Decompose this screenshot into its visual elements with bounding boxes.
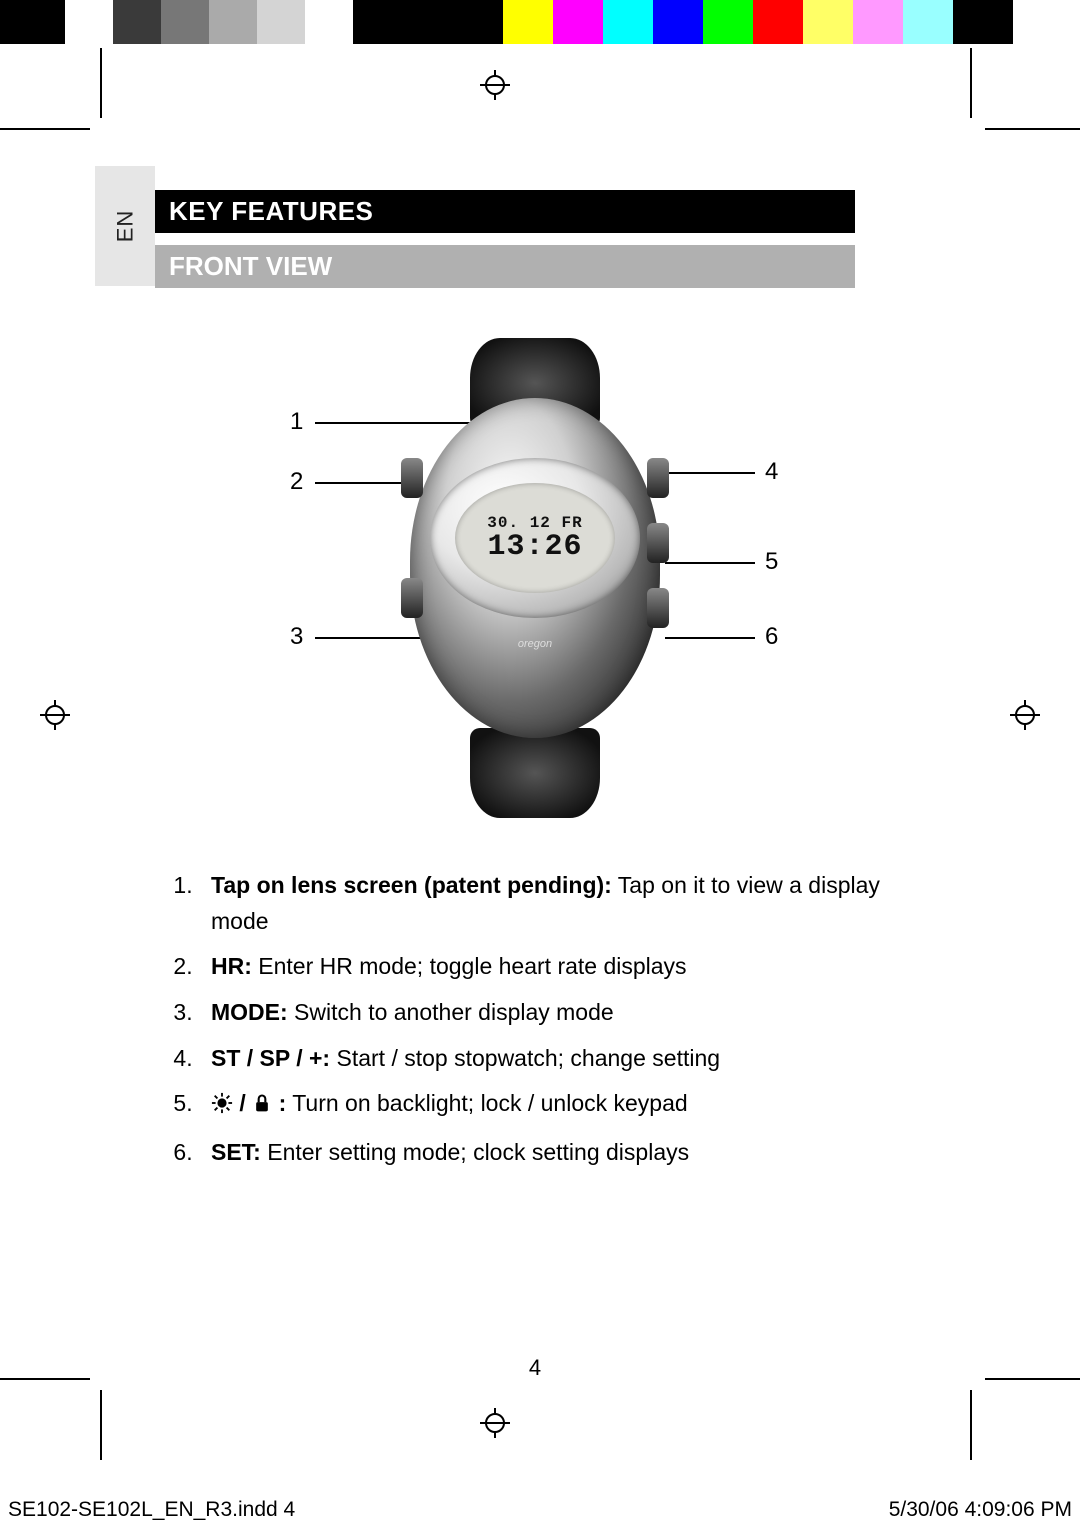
crop-line bbox=[970, 1390, 972, 1460]
sub-heading: FRONT VIEW bbox=[155, 245, 855, 288]
registration-mark-right bbox=[1010, 700, 1040, 730]
print-footer: SE102-SE102L_EN_R3.indd 4 5/30/06 4:09:0… bbox=[8, 1498, 1072, 1522]
watch-strap-bottom bbox=[470, 728, 600, 818]
feature-text: Switch to another display mode bbox=[288, 999, 614, 1025]
backlight-icon bbox=[211, 1089, 233, 1125]
watch-button-set bbox=[647, 588, 669, 628]
watch-button-hr bbox=[401, 458, 423, 498]
feature-item: / : Turn on backlight; lock / unlock key… bbox=[199, 1086, 935, 1125]
watch-button-light bbox=[647, 523, 669, 563]
watch-lcd-screen: 30. 12 FR 13:26 bbox=[455, 483, 615, 593]
page-number: 4 bbox=[95, 1355, 975, 1381]
crop-line bbox=[985, 1378, 1080, 1380]
language-tab: EN bbox=[95, 166, 155, 286]
feature-item: HR: Enter HR mode; toggle heart rate dis… bbox=[199, 949, 935, 985]
feature-item: Tap on lens screen (patent pending): Tap… bbox=[199, 868, 935, 939]
registration-mark-left bbox=[40, 700, 70, 730]
footer-filename: SE102-SE102L_EN_R3.indd 4 bbox=[8, 1498, 295, 1522]
feature-label: ST / SP / +: bbox=[211, 1045, 330, 1071]
feature-label: MODE: bbox=[211, 999, 288, 1025]
crop-line bbox=[985, 128, 1080, 130]
page-content: EN KEY FEATURES FRONT VIEW 1 2 3 4 5 6 30. 1… bbox=[95, 130, 975, 1180]
callout-number: 5 bbox=[765, 548, 778, 576]
feature-text: Turn on backlight; lock / unlock keypad bbox=[286, 1090, 687, 1116]
registration-mark-top bbox=[480, 70, 510, 100]
watch-button-stsp bbox=[647, 458, 669, 498]
callout-number: 3 bbox=[290, 623, 303, 651]
registration-mark-bottom bbox=[480, 1408, 510, 1438]
callout-number: 1 bbox=[290, 408, 303, 436]
callout-number: 4 bbox=[765, 458, 778, 486]
watch-button-mode bbox=[401, 578, 423, 618]
feature-list: Tap on lens screen (patent pending): Tap… bbox=[165, 868, 935, 1170]
section-heading: KEY FEATURES bbox=[155, 190, 855, 233]
feature-text: Start / stop stopwatch; change setting bbox=[330, 1045, 720, 1071]
crop-line bbox=[100, 1390, 102, 1460]
watch-front-diagram: 1 2 3 4 5 6 30. 12 FR 13:26 oregon bbox=[185, 318, 885, 838]
feature-item: SET: Enter setting mode; clock setting d… bbox=[199, 1135, 935, 1171]
feature-item: MODE: Switch to another display mode bbox=[199, 995, 935, 1031]
feature-label: Tap on lens screen (patent pending): bbox=[211, 872, 612, 898]
watch-illustration: 30. 12 FR 13:26 oregon bbox=[385, 338, 685, 818]
language-code: EN bbox=[112, 210, 138, 243]
crop-line bbox=[970, 48, 972, 118]
feature-text: Enter setting mode; clock setting displa… bbox=[261, 1139, 689, 1165]
callout-number: 2 bbox=[290, 468, 303, 496]
feature-label: SET: bbox=[211, 1139, 261, 1165]
watch-brand-text: oregon bbox=[385, 638, 685, 650]
feature-item: ST / SP / +: Start / stop stopwatch; cha… bbox=[199, 1041, 935, 1077]
crop-line bbox=[0, 1378, 90, 1380]
crop-line bbox=[0, 128, 90, 130]
crop-line bbox=[100, 48, 102, 118]
watch-display-time: 13:26 bbox=[487, 532, 582, 562]
footer-timestamp: 5/30/06 4:09:06 PM bbox=[889, 1498, 1072, 1522]
lock-icon bbox=[252, 1089, 272, 1125]
feature-text: Enter HR mode; toggle heart rate display… bbox=[252, 953, 687, 979]
callout-number: 6 bbox=[765, 623, 778, 651]
feature-label: HR: bbox=[211, 953, 252, 979]
printer-color-bar bbox=[0, 0, 1080, 44]
